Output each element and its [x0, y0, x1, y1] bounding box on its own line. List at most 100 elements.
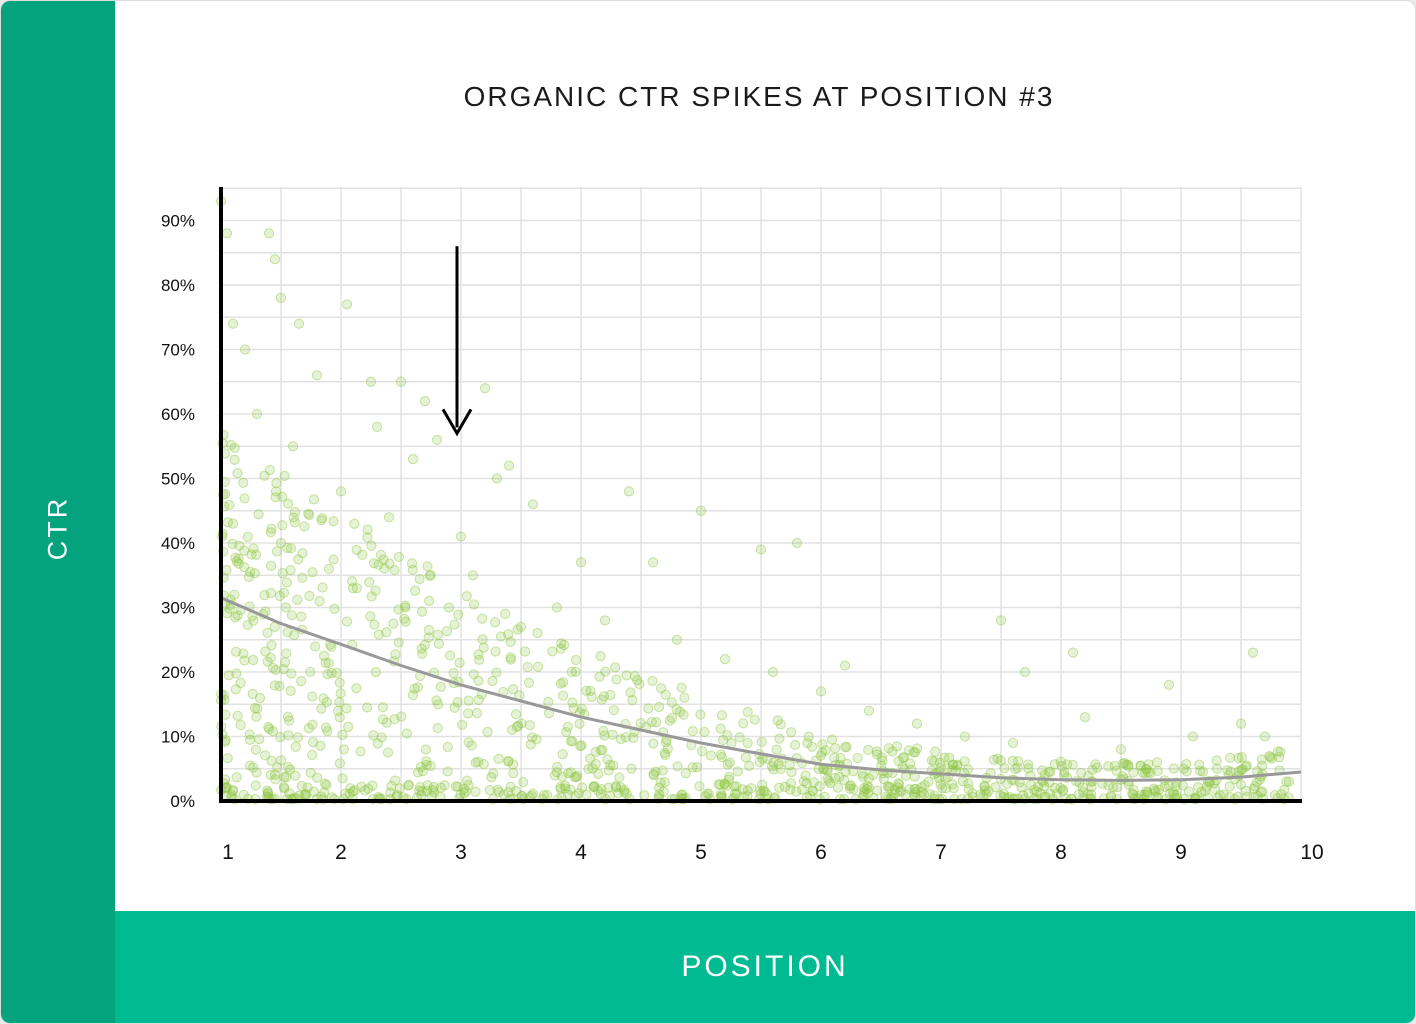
scatter-point	[1153, 784, 1165, 795]
scatter-point	[1143, 759, 1154, 770]
scatter-point	[439, 780, 450, 791]
scatter-point	[1272, 746, 1283, 757]
scatter-point	[687, 762, 698, 773]
scatter-point	[227, 318, 239, 329]
scatter-point	[924, 789, 935, 800]
scatter-point	[242, 531, 253, 542]
scatter-point	[629, 671, 640, 682]
scatter-point	[1049, 759, 1060, 770]
scatter-point	[1235, 718, 1247, 729]
scatter-point	[1241, 760, 1252, 771]
scatter-point	[283, 730, 294, 741]
scatter-point	[473, 675, 484, 686]
scatter-point	[1062, 759, 1073, 770]
scatter-point	[427, 784, 438, 796]
scatter-point	[279, 657, 291, 668]
scatter-point	[274, 590, 285, 602]
x-tick-label: 2	[335, 841, 347, 864]
scatter-point	[1123, 759, 1134, 770]
scatter-point	[603, 765, 614, 776]
scatter-point	[919, 779, 930, 791]
scatter-point	[222, 517, 233, 528]
scatter-point	[1016, 782, 1027, 793]
scatter-point	[289, 506, 301, 518]
scatter-point	[223, 670, 234, 681]
scatter-point	[817, 747, 828, 758]
scatter-point	[995, 790, 1006, 801]
scatter-point	[567, 736, 578, 747]
scatter-point	[889, 784, 900, 795]
scatter-point	[454, 657, 465, 668]
scatter-point	[658, 786, 669, 797]
scatter-point	[892, 782, 904, 793]
scatter-point	[317, 513, 328, 524]
scatter-point	[307, 749, 318, 760]
scatter-point	[449, 619, 460, 630]
scatter-point	[647, 557, 659, 568]
scatter-point	[575, 740, 586, 752]
scatter-point	[230, 552, 241, 563]
scatter-point	[508, 684, 519, 695]
scatter-point	[859, 786, 870, 797]
scatter-point	[377, 714, 389, 725]
scatter-point	[1078, 787, 1089, 798]
scatter-point	[655, 777, 666, 788]
scatter-point	[942, 763, 953, 774]
scatter-point	[1257, 786, 1268, 797]
scatter-point	[357, 549, 368, 560]
scatter-point	[857, 771, 868, 782]
scatter-point	[276, 755, 287, 766]
scatter-point	[284, 788, 295, 799]
scatter-point	[894, 779, 905, 790]
scatter-point	[260, 646, 271, 657]
scatter-point	[432, 722, 443, 734]
scatter-point	[473, 756, 484, 767]
scatter-point	[376, 732, 387, 743]
scatter-point	[619, 784, 630, 796]
scatter-point	[231, 772, 242, 783]
scatter-point	[724, 757, 735, 768]
scatter-point	[362, 532, 373, 543]
scatter-point	[979, 781, 990, 792]
scatter-point	[923, 776, 934, 787]
scatter-point	[341, 703, 352, 714]
scatter-point	[1256, 754, 1267, 765]
scatter-point	[1056, 760, 1067, 772]
scatter-point	[1240, 785, 1252, 796]
scatter-point	[442, 741, 453, 753]
scatter-point	[1233, 752, 1244, 764]
scatter-point	[543, 696, 554, 708]
scatter-point	[538, 789, 550, 801]
scatter-point	[270, 664, 281, 675]
scatter-point	[284, 715, 295, 726]
scatter-point	[775, 763, 786, 775]
scatter-point	[1264, 750, 1275, 762]
scatter-point	[598, 691, 609, 702]
scatter-point	[1043, 766, 1054, 777]
scatter-point	[1049, 782, 1061, 794]
scatter-point	[724, 771, 735, 782]
scatter-point	[389, 713, 400, 725]
scatter-point	[992, 753, 1003, 764]
scatter-point	[862, 788, 874, 799]
scatter-point	[1201, 781, 1212, 792]
scatter-point	[1150, 786, 1161, 797]
scatter-point	[863, 773, 874, 784]
scatter-point	[615, 782, 626, 793]
scatter-point	[262, 785, 273, 796]
scatter-point	[1224, 752, 1236, 763]
scatter-point	[285, 764, 296, 775]
scatter-point	[335, 688, 346, 699]
scatter-point	[766, 761, 778, 772]
scatter-point	[307, 737, 319, 748]
scatter-point	[823, 775, 834, 787]
scatter-point	[239, 344, 251, 355]
scatter-point	[450, 781, 461, 792]
scatter-point	[239, 655, 250, 666]
scatter-point	[308, 494, 320, 505]
scatter-point	[560, 783, 571, 794]
scatter-point	[893, 755, 904, 767]
scatter-point	[660, 737, 672, 748]
scatter-point	[571, 772, 582, 783]
